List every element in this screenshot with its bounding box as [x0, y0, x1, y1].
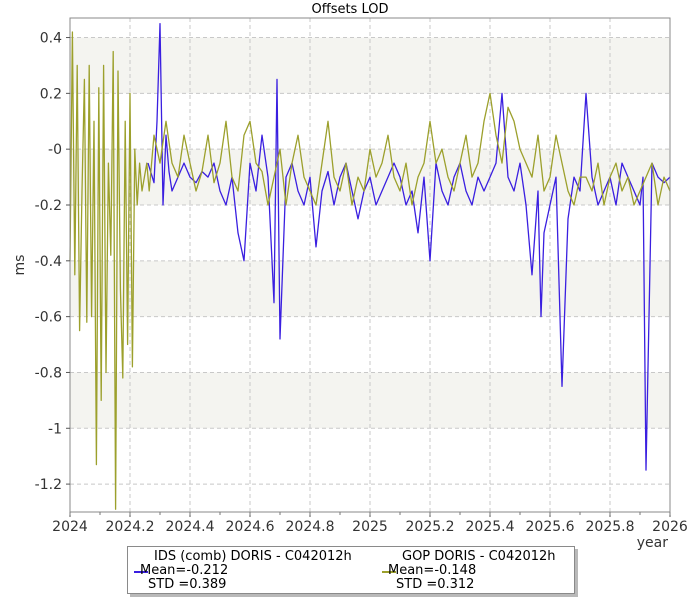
legend-std: STD =0.312	[396, 577, 475, 592]
legend-mean: Mean=-0.212	[140, 563, 229, 578]
y-axis-label: ms	[12, 255, 28, 276]
x-tick-label: 2024.6	[226, 519, 275, 535]
x-tick-label: 2025.8	[586, 519, 635, 535]
x-tick-label: 2025.6	[526, 519, 575, 535]
x-tick-label: 2024.2	[106, 519, 155, 535]
y-tick-label: -0.2	[35, 198, 62, 214]
y-tick-label: -1.2	[35, 477, 62, 493]
legend-swatch-gop	[382, 571, 396, 573]
series-line-ids	[147, 22, 671, 471]
x-tick-label: 2026	[652, 519, 688, 535]
y-tick-label: 0.2	[40, 86, 62, 102]
y-tick-label: -1	[48, 421, 62, 437]
legend-mean: Mean=-0.148	[388, 563, 477, 578]
legend-entry-gop: GOP DORIS - C042012h Mean=-0.148 STD =0.…	[378, 549, 593, 593]
legend-entry-ids: IDS (comb) DORIS - C042012h Mean=-0.212 …	[130, 549, 352, 593]
legend-series-name: GOP DORIS - C042012h	[402, 549, 556, 564]
x-tick-label: 2024.4	[166, 519, 215, 535]
y-tick-label: -0	[48, 142, 62, 158]
legend: IDS (comb) DORIS - C042012h Mean=-0.212 …	[127, 546, 575, 594]
series-line-gop	[69, 31, 671, 510]
y-tick-label: -0.8	[35, 365, 62, 381]
chart-title: Offsets LOD	[311, 2, 389, 17]
y-tick-label: -0.6	[35, 310, 62, 326]
legend-series-name: IDS (comb) DORIS - C042012h	[154, 549, 352, 564]
x-tick-label: 2024.8	[286, 519, 335, 535]
legend-std: STD =0.389	[148, 577, 227, 592]
x-tick-label: 2025	[352, 519, 388, 535]
legend-swatch-ids	[134, 571, 148, 573]
y-tick-label: 0.4	[40, 31, 62, 47]
x-axis-label: year	[637, 535, 668, 551]
y-tick-label: -0.4	[35, 254, 62, 270]
x-tick-label: 2025.4	[466, 519, 515, 535]
x-tick-label: 2025.2	[406, 519, 455, 535]
x-tick-label: 2024	[52, 519, 88, 535]
